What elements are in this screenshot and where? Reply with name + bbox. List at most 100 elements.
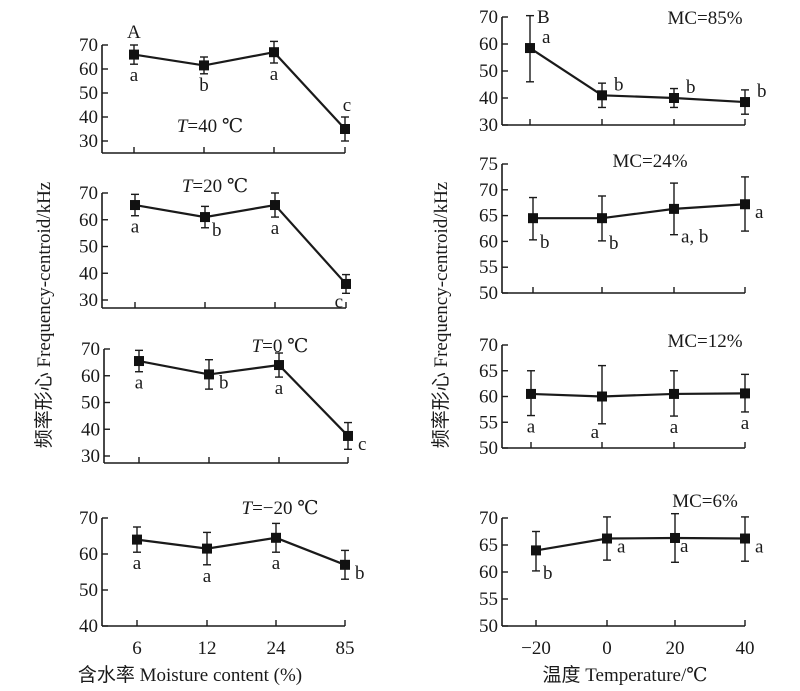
- y-tick-label: 50: [79, 83, 98, 104]
- panel-letter-b: B: [537, 7, 550, 28]
- y-tick-label: 50: [79, 580, 98, 601]
- panel-title-value: =−20 ℃: [252, 498, 318, 519]
- data-point-marker: [602, 533, 612, 544]
- right-y-axis-title: 频率形心 Frequency-centroid/kHz: [430, 182, 452, 448]
- y-tick-label: 40: [79, 107, 98, 128]
- data-point-marker: [597, 391, 607, 402]
- y-tick-label: 70: [81, 339, 100, 360]
- y-tick-label: 70: [79, 508, 98, 529]
- chart-panel-7: 50 55 60 65 70 a a a a MC=12%: [479, 331, 750, 459]
- significance-letter: a: [133, 553, 142, 574]
- left-x-axis-title: 含水率 Moisture content (%): [78, 664, 302, 686]
- y-tick-label: 60: [479, 34, 498, 55]
- data-point-marker: [199, 60, 209, 71]
- data-point-marker: [669, 203, 679, 214]
- y-tick-label: 55: [479, 412, 498, 433]
- y-tick-label: 50: [79, 237, 98, 258]
- significance-letter: a: [135, 373, 144, 394]
- y-tick-label: 55: [479, 589, 498, 610]
- significance-letter: a: [271, 218, 280, 239]
- series-line: [529, 47, 746, 104]
- y-tick-label: 30: [79, 131, 98, 152]
- significance-letter: a: [670, 417, 679, 438]
- data-point-marker: [669, 388, 679, 399]
- significance-letter: a: [741, 413, 750, 434]
- y-tick-label: 60: [79, 544, 98, 565]
- panel-title-value: =0 ℃: [262, 336, 308, 357]
- significance-letter: b: [199, 75, 209, 96]
- y-tick-label: 30: [81, 446, 100, 467]
- significance-letter: a, b: [681, 227, 708, 248]
- panel-title-value: =20 ℃: [192, 176, 248, 197]
- significance-letter: a: [680, 536, 689, 557]
- chart-panel-8: 50 55 60 65 70 −20 0 20 40 b a a a MC=6%: [479, 491, 764, 659]
- y-tick-label: 40: [479, 88, 498, 109]
- y-tick-label: 70: [79, 35, 98, 56]
- y-tick-label: 40: [79, 616, 98, 637]
- panel-title: T=40 ℃: [177, 116, 243, 137]
- data-point-marker: [129, 49, 139, 60]
- panel-title-var: T: [252, 336, 264, 357]
- x-tick-label: 12: [198, 638, 217, 659]
- left-y-axis-title: 频率形心 Frequency-centroid/kHz: [33, 182, 55, 448]
- y-tick-label: 50: [479, 61, 498, 82]
- data-point-marker: [270, 200, 280, 211]
- y-tick-label: 70: [479, 335, 498, 356]
- y-tick-label: 50: [479, 616, 498, 637]
- significance-letter: c: [335, 291, 343, 312]
- data-point-marker: [670, 532, 680, 543]
- x-tick-label: 40: [736, 638, 755, 659]
- y-tick-label: 60: [79, 59, 98, 80]
- y-tick-label: 40: [81, 419, 100, 440]
- data-point-marker: [341, 278, 351, 289]
- data-point-marker: [531, 545, 541, 556]
- significance-letter: a: [131, 217, 140, 238]
- data-point-marker: [525, 43, 535, 54]
- panel-title: T=−20 ℃: [241, 498, 318, 519]
- significance-letter: b: [686, 77, 696, 98]
- panel-title-var: T: [241, 498, 253, 519]
- y-tick-label: 30: [479, 115, 498, 136]
- y-tick-label: 70: [479, 180, 498, 201]
- series-line: [530, 392, 746, 398]
- significance-letter: a: [130, 65, 139, 86]
- y-tick-label: 65: [479, 361, 498, 382]
- chart-panel-3: 30 40 50 60 70 a b a c T=0 ℃: [81, 336, 366, 467]
- y-tick-label: 50: [479, 438, 498, 459]
- data-point-marker: [740, 388, 750, 399]
- significance-letter: b: [614, 74, 624, 95]
- panel-title: T=0 ℃: [252, 336, 309, 357]
- significance-letter: a: [270, 64, 279, 85]
- y-tick-label: 60: [79, 210, 98, 231]
- panel-title-var: T: [177, 116, 189, 137]
- chart-panel-1: 30 40 50 60 70 a b a c T=40 ℃: [79, 35, 351, 154]
- series-line: [133, 51, 346, 130]
- y-tick-label: 30: [79, 290, 98, 311]
- significance-letter: b: [212, 220, 222, 241]
- y-tick-label: 70: [479, 508, 498, 529]
- x-tick-label: −20: [521, 638, 551, 659]
- significance-letter: c: [343, 95, 351, 116]
- series-line: [138, 359, 349, 437]
- significance-letter: a: [275, 378, 284, 399]
- data-point-marker: [269, 47, 279, 58]
- significance-letter: a: [617, 537, 626, 558]
- data-point-marker: [130, 200, 140, 211]
- significance-letter: b: [757, 81, 767, 102]
- series-line: [533, 203, 746, 220]
- significance-letter: b: [540, 232, 550, 253]
- y-tick-label: 50: [81, 393, 100, 414]
- data-point-marker: [132, 534, 142, 545]
- y-tick-label: 65: [479, 206, 498, 227]
- data-point-marker: [340, 124, 350, 134]
- significance-letter: a: [527, 417, 536, 438]
- y-tick-label: 60: [479, 387, 498, 408]
- data-point-marker: [202, 543, 212, 554]
- series-line: [134, 203, 347, 285]
- panel-title: MC=85%: [667, 8, 742, 29]
- x-tick-label: 85: [336, 638, 355, 659]
- data-point-marker: [597, 90, 607, 101]
- data-point-marker: [526, 388, 536, 399]
- data-point-marker: [740, 199, 750, 210]
